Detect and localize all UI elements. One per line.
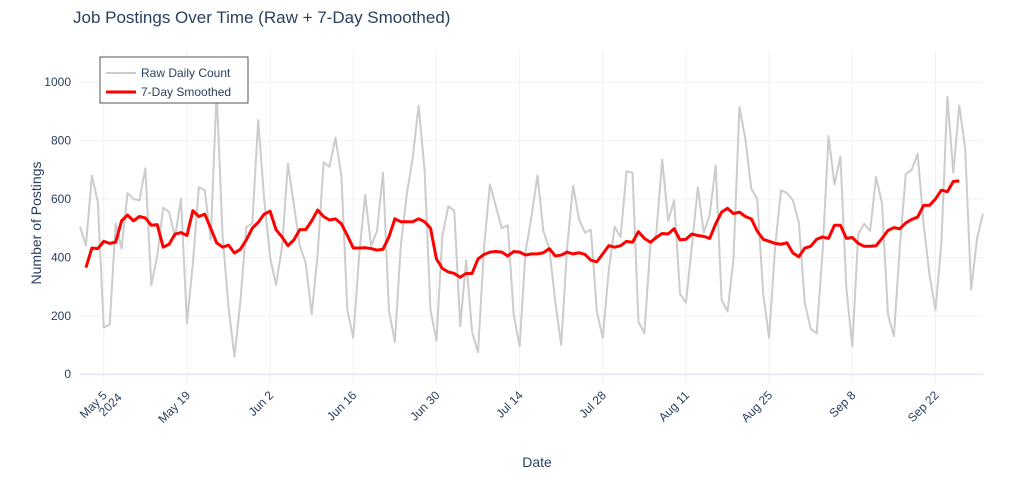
y-tick-label: 800 [51,134,71,148]
y-tick-label: 200 [51,309,71,323]
y-tick-label: 400 [51,250,71,264]
legend[interactable]: Raw Daily Count 7-Day Smoothed [99,56,249,104]
legend-item-smoothed[interactable]: 7-Day Smoothed [106,85,231,99]
x-axis-title: Date [522,454,552,470]
y-tick-label: 0 [64,367,71,381]
y-tick-label: 1000 [44,75,71,89]
legend-box [99,56,249,104]
series-line-7-day-smoothed [84,179,960,279]
y-tick-label: 600 [51,192,71,206]
legend-label-smoothed: 7-Day Smoothed [141,85,231,99]
y-axis-title: Number of Postings [28,162,44,285]
chart-title: Job Postings Over Time (Raw + 7-Day Smoo… [73,8,450,27]
legend-item-raw[interactable]: Raw Daily Count [106,66,231,80]
series-layer [79,89,984,358]
legend-label-raw: Raw Daily Count [141,66,231,80]
series-line-raw-daily-count [79,89,984,358]
